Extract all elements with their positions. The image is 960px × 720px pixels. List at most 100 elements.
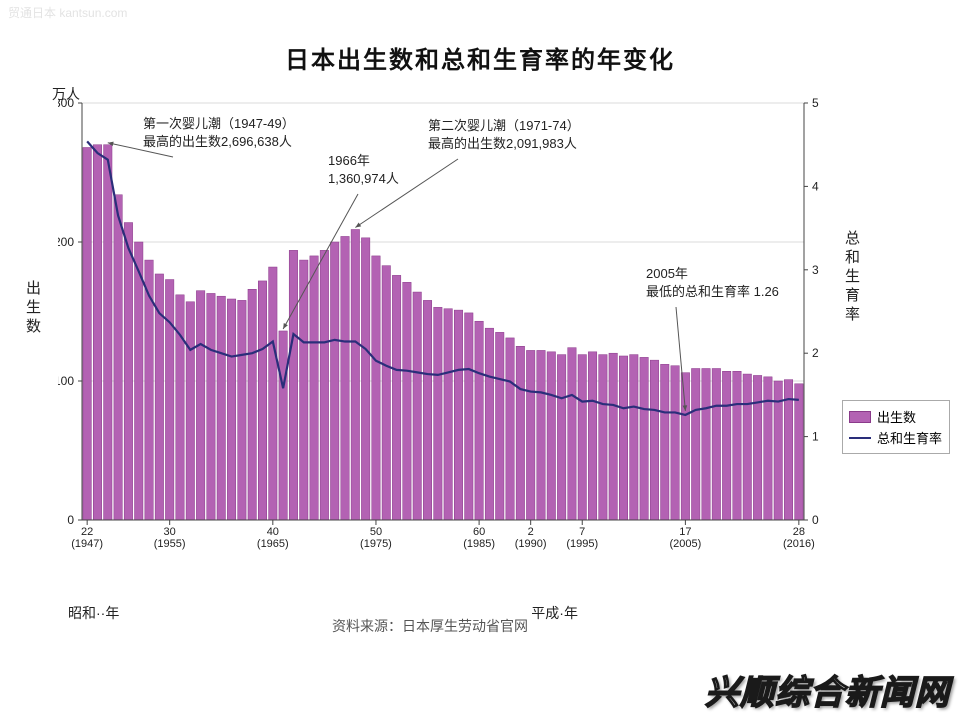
bar (764, 377, 772, 520)
bar (661, 364, 669, 520)
bar (423, 300, 431, 520)
legend-label-tfr: 总和生育率 (877, 428, 942, 447)
bar (609, 353, 617, 520)
bar (702, 368, 710, 520)
bar (795, 384, 803, 520)
bar (599, 355, 607, 520)
svg-text:4: 4 (812, 179, 819, 193)
bar (83, 147, 91, 520)
legend-swatch-bar (849, 411, 871, 423)
bar (258, 281, 266, 520)
bar (269, 267, 277, 520)
legend-swatch-line (849, 437, 871, 439)
svg-text:50: 50 (370, 526, 382, 538)
source-attribution: 资料来源：日本厚生劳动省官网 (0, 616, 860, 636)
svg-text:17: 17 (679, 526, 691, 538)
bar (691, 368, 699, 520)
bar (217, 296, 225, 520)
svg-text:(2005): (2005) (669, 538, 701, 550)
bar (495, 332, 503, 520)
bar (434, 307, 442, 520)
bar (712, 368, 720, 520)
bar (289, 250, 297, 520)
bar (475, 321, 483, 520)
bar (753, 375, 761, 520)
bar (516, 346, 524, 520)
annotation-boom1: 第一次婴儿潮（1947-49） 最高的出生数2,696,638人 (143, 115, 295, 150)
watermark-bottom-right: 兴顺综合新闻网 (0, 660, 960, 720)
bar (733, 371, 741, 520)
bar (743, 374, 751, 520)
bar (124, 223, 132, 520)
svg-text:(1955): (1955) (154, 538, 186, 550)
bar (465, 313, 473, 520)
bar (155, 274, 163, 520)
svg-text:2: 2 (812, 346, 819, 360)
svg-text:0: 0 (67, 513, 74, 527)
bar (650, 360, 658, 520)
chart-title: 日本出生数和总和生育率的年变化 (0, 40, 960, 75)
bar (165, 280, 173, 520)
bar (114, 195, 122, 520)
bar (93, 145, 101, 520)
x-axis-era-labels: 昭和··年 平成·年 (58, 575, 828, 615)
bar (547, 352, 555, 520)
legend-label-births: 出生数 (877, 407, 916, 426)
bar (310, 256, 318, 520)
svg-text:30: 30 (164, 526, 176, 538)
bar (506, 338, 514, 520)
y-left-axis-label: 出生数 (22, 280, 43, 337)
svg-text:2: 2 (528, 526, 534, 538)
bar (588, 352, 596, 520)
legend-item-births: 出生数 (849, 407, 943, 426)
bar (134, 242, 142, 520)
bar (413, 292, 421, 520)
bar (578, 355, 586, 520)
bar (104, 145, 112, 520)
bar (722, 371, 730, 520)
bar (485, 328, 493, 520)
bar (238, 300, 246, 520)
svg-text:0: 0 (812, 513, 819, 527)
annotation-boom2: 第二次婴儿潮（1971-74） 最高的出生数2,091,983人 (428, 117, 580, 152)
svg-text:28: 28 (793, 526, 805, 538)
annotation-dip66: 1966年 1,360,974人 (328, 152, 399, 187)
svg-text:1: 1 (812, 430, 819, 444)
svg-text:200: 200 (58, 235, 74, 249)
bar (557, 355, 565, 520)
bar (361, 238, 369, 520)
svg-text:(1975): (1975) (360, 538, 392, 550)
bar (372, 256, 380, 520)
bar (196, 291, 204, 520)
svg-text:7: 7 (579, 526, 585, 538)
watermark-top-left: 贸通日本 kantsun.com (8, 4, 127, 21)
bar (630, 355, 638, 520)
legend: 出生数 总和生育率 (842, 400, 950, 454)
legend-item-tfr: 总和生育率 (849, 428, 943, 447)
bar (382, 266, 390, 520)
svg-text:(1995): (1995) (566, 538, 598, 550)
bar (186, 302, 194, 520)
bar (279, 331, 287, 520)
bar (341, 236, 349, 520)
svg-text:(2016): (2016) (783, 538, 815, 550)
bar (248, 289, 256, 520)
bar (207, 293, 215, 520)
bar (320, 250, 328, 520)
bar (227, 299, 235, 520)
chart-canvas: 0100200300 012345 22(1947)30(1955)40(196… (58, 95, 828, 550)
bar (640, 357, 648, 520)
bar (681, 373, 689, 520)
bar (537, 350, 545, 520)
bar (619, 356, 627, 520)
bar (671, 366, 679, 520)
svg-text:(1985): (1985) (463, 538, 495, 550)
bar (351, 229, 359, 520)
bar (300, 260, 308, 520)
svg-text:40: 40 (267, 526, 279, 538)
bar (392, 275, 400, 520)
annotation-low05: 2005年 最低的总和生育率 1.26 (646, 265, 779, 300)
svg-text:22: 22 (81, 526, 93, 538)
svg-text:(1947): (1947) (71, 538, 103, 550)
svg-text:60: 60 (473, 526, 485, 538)
